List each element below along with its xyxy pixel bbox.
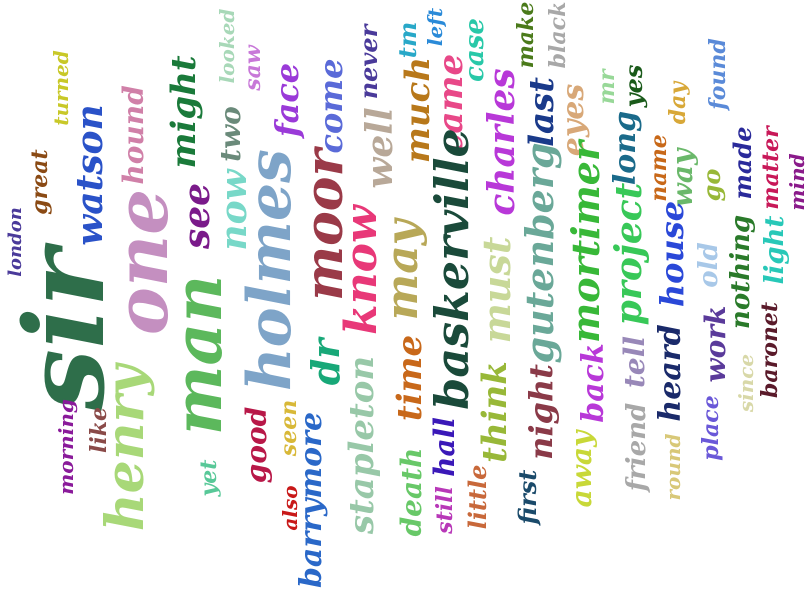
word-last: last — [522, 77, 562, 147]
word-go: go — [697, 168, 726, 202]
word-hall: hall — [428, 417, 461, 477]
word-name: name — [646, 134, 672, 202]
word-yet: yet — [196, 459, 222, 497]
word-come: come — [312, 58, 350, 154]
word-found: found — [705, 38, 731, 110]
word-day: day — [665, 81, 691, 125]
word-matter: matter — [758, 126, 784, 210]
word-tm: tm — [393, 21, 422, 59]
word-mind: mind — [785, 153, 808, 211]
word-morning: morning — [54, 399, 78, 495]
word-dr: dr — [303, 338, 348, 386]
word-face: face — [268, 62, 306, 138]
word-watson: watson — [69, 104, 111, 246]
word-good: good — [240, 406, 273, 484]
word-back: back — [576, 343, 611, 423]
word-black: black — [545, 1, 571, 69]
word-place: place — [698, 395, 724, 461]
word-man: man — [159, 274, 237, 436]
word-never: never — [354, 24, 383, 100]
word-left: left — [423, 7, 447, 47]
word-well: well — [359, 107, 401, 189]
word-mr: mr — [594, 69, 620, 105]
word-long: long — [608, 110, 643, 186]
word-hound: hound — [117, 85, 150, 185]
word-charles: charles — [481, 68, 523, 216]
word-night: night — [522, 364, 560, 460]
word-baronet: baronet — [757, 301, 783, 399]
word-saw: saw — [240, 45, 266, 91]
word-see: see — [176, 182, 218, 250]
word-mortimer: mortimer — [563, 141, 608, 343]
word-still: still — [432, 486, 458, 534]
word-yes: yes — [619, 64, 648, 108]
word-may: may — [377, 219, 428, 321]
word-way: way — [666, 148, 699, 208]
word-heard: heard — [653, 324, 688, 422]
word-made: made — [728, 126, 757, 200]
word-friend: friend — [622, 402, 652, 492]
word-light: light — [760, 215, 790, 285]
word-gutenberg: gutenberg — [517, 142, 562, 364]
word-must: must — [474, 236, 519, 344]
word-stapleton: stapleton — [342, 355, 382, 535]
word-house: house — [653, 200, 691, 308]
word-might: might — [164, 55, 204, 169]
word-like: like — [86, 407, 112, 453]
word-london: london — [5, 207, 26, 277]
word-tell: tell — [618, 335, 651, 389]
word-two: two — [214, 106, 247, 162]
word-first: first — [513, 469, 542, 525]
word-turned: turned — [49, 50, 73, 126]
word-since: since — [734, 353, 758, 413]
word-project: project — [608, 182, 650, 326]
word-baskerville: baskerville — [425, 128, 479, 410]
word-away: away — [565, 430, 598, 508]
word-death: death — [395, 447, 428, 537]
word-make: make — [513, 1, 539, 69]
word-work: work — [699, 305, 732, 383]
word-old: old — [694, 242, 724, 288]
word-round: round — [661, 433, 685, 501]
word-barrymore: barrymore — [294, 411, 329, 589]
word-think: think — [475, 361, 515, 463]
word-great: great — [27, 149, 53, 215]
word-time: time — [390, 334, 430, 422]
word-looked: looked — [215, 8, 239, 84]
word-little: little — [463, 464, 492, 530]
word-now: now — [213, 169, 255, 251]
